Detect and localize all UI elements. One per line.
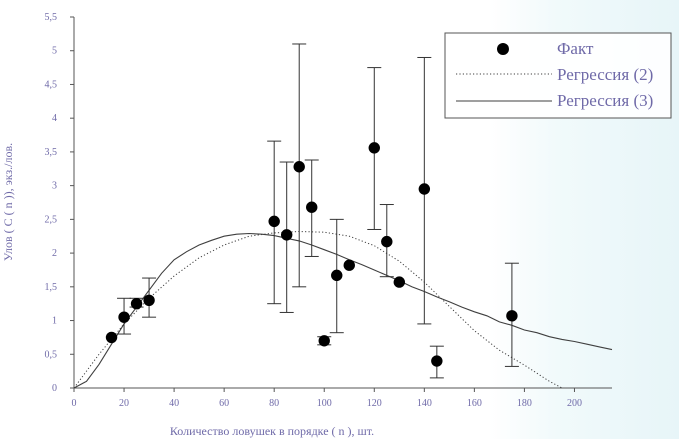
x-axis-title: Количество ловушек в порядке ( n ), шт.: [170, 424, 374, 438]
legend: Факт Регрессия (2) Регрессия (3): [444, 32, 672, 119]
legend-fact-marker: [497, 43, 509, 55]
data-point-14: [418, 183, 431, 195]
axes-layer: 0 20 40 60 80 100 120 140 160 180 200 0 0,5 1 1,5 2 2,5 3…: [45, 12, 612, 409]
x-tick-label: 200: [567, 398, 582, 409]
x-tick-label: 20: [119, 398, 129, 409]
x-tick-label: 180: [517, 398, 532, 409]
y-axis-title: Улов ( C ( n )), экз./лов.: [1, 143, 15, 261]
series-layer: [73, 43, 613, 389]
data-point-7: [306, 201, 318, 213]
data-point-4: [268, 215, 280, 228]
y-tick-label: 4,5: [45, 79, 58, 90]
legend-regression-2-label: Регрессия (2): [557, 65, 653, 84]
legend-fact-label: Факт: [557, 39, 594, 58]
x-tick-label: 60: [219, 398, 229, 409]
x-tick-label: 160: [467, 398, 482, 409]
regression-2-line: [73, 230, 563, 389]
data-point-3: [143, 294, 155, 307]
data-point-0: [105, 331, 118, 344]
x-tick-label: 0: [72, 398, 77, 409]
y-tick-label: 5: [52, 46, 57, 57]
x-tick-label: 140: [417, 398, 432, 409]
y-tick-label: 1,5: [45, 282, 58, 293]
x-tick-label: 80: [269, 398, 279, 409]
data-point-2: [130, 297, 143, 310]
y-tick-label: 1: [52, 316, 57, 327]
data-point-8: [318, 335, 330, 347]
y-tick-label: 3,5: [45, 147, 58, 158]
y-tick-label: 5,5: [45, 12, 58, 23]
y-tick-label: 4: [52, 113, 57, 124]
data-point-1: [118, 311, 130, 323]
y-tick-label: 2: [52, 248, 57, 259]
data-point-6: [293, 161, 305, 173]
x-tick-label: 100: [317, 398, 332, 409]
data-point-5: [280, 229, 293, 241]
legend-regression-3-label: Регрессия (3): [557, 91, 653, 110]
data-point-13: [393, 276, 406, 288]
x-tick-label: 40: [169, 398, 179, 409]
data-point-15: [431, 355, 443, 367]
x-tick-label: 120: [367, 398, 382, 409]
data-point-10: [343, 259, 355, 271]
y-tick-label: 0,5: [45, 349, 58, 360]
data-point-9: [331, 269, 343, 282]
data-point-11: [368, 142, 380, 154]
data-point-12: [381, 235, 393, 248]
y-tick-label: 2,5: [45, 214, 58, 225]
y-tick-label: 0: [52, 383, 57, 394]
legend-box: [444, 32, 672, 119]
y-tick-label: 3: [52, 181, 57, 192]
data-point-16: [506, 310, 518, 322]
regression-3-line: [73, 232, 613, 389]
